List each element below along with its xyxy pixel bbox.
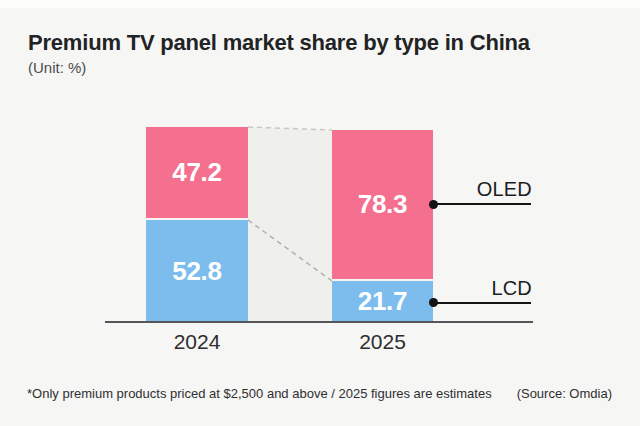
lcd-callout-line xyxy=(434,302,531,304)
bar-2025-oled-value: 78.3 xyxy=(358,189,407,220)
source-text: (Source: Omdia) xyxy=(517,386,612,401)
bar-2024-oled-value: 47.2 xyxy=(172,157,221,188)
unit-label: (Unit: %) xyxy=(28,59,86,76)
bar-2024-oled-segment: 47.2 xyxy=(146,127,248,218)
x-axis-line xyxy=(105,321,533,323)
oled-callout-line xyxy=(434,203,531,205)
legend-label-oled: OLED xyxy=(412,178,532,201)
bar-2025-oled-segment: 78.3 xyxy=(332,130,433,279)
x-tick-2025: 2025 xyxy=(332,330,433,354)
legend-label-lcd: LCD xyxy=(412,277,532,300)
bar-2024-lcd-value: 52.8 xyxy=(172,256,221,287)
connector-band-fill xyxy=(248,127,332,322)
x-tick-2024: 2024 xyxy=(146,330,248,354)
bar-2025-lcd-value: 21.7 xyxy=(358,286,407,317)
connector-band xyxy=(248,119,332,323)
page-title: Premium TV panel market share by type in… xyxy=(28,30,530,56)
top-white-strip xyxy=(0,0,640,8)
oled-callout-dot xyxy=(429,200,438,209)
bar-2024-lcd-segment: 52.8 xyxy=(146,220,248,322)
footnote-text: *Only premium products priced at $2,500 … xyxy=(27,386,492,401)
lcd-callout-dot xyxy=(429,298,438,307)
